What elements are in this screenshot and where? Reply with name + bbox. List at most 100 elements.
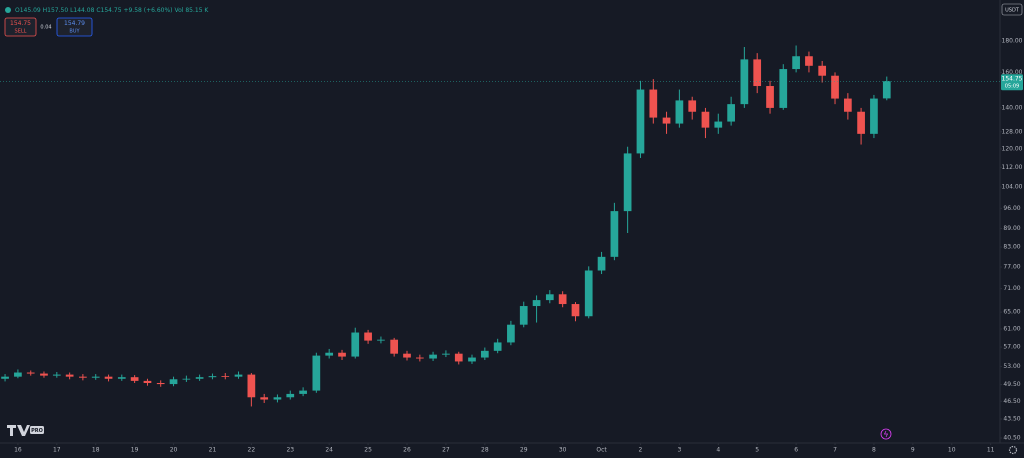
- candle-body: [597, 256, 606, 271]
- candle-body: [766, 86, 774, 108]
- candle-body: [79, 376, 87, 378]
- y-tick-label: 120.00: [1002, 145, 1023, 152]
- x-tick-label: 21: [209, 447, 217, 454]
- candle-body: [480, 350, 489, 358]
- y-tick-label: 65.00: [1003, 309, 1020, 316]
- candle-body: [493, 342, 502, 351]
- x-tick-label: 27: [442, 447, 450, 454]
- candle-body: [299, 390, 307, 394]
- candle-body: [260, 397, 269, 400]
- y-tick-label: 53.00: [1003, 363, 1020, 370]
- candle-body: [818, 65, 827, 76]
- x-tick-label: 26: [403, 447, 411, 454]
- candle-body: [325, 352, 334, 356]
- candles: [1, 45, 891, 407]
- candle-body: [701, 111, 710, 128]
- logo-mark: [7, 425, 30, 436]
- candle-body: [221, 376, 230, 377]
- y-tick-label: 49.50: [1003, 381, 1020, 388]
- candle-body: [1, 376, 9, 379]
- volume-value: Vol 85.15 K: [174, 7, 209, 14]
- y-tick-label: 61.00: [1003, 326, 1020, 333]
- candle-body: [584, 270, 593, 317]
- candle-body: [468, 357, 476, 362]
- candle-body: [104, 376, 113, 379]
- x-tick-label: 7: [833, 447, 837, 454]
- x-tick-label: 22: [248, 447, 256, 454]
- high-value: H157.50: [43, 7, 69, 14]
- candle-body: [753, 59, 762, 87]
- candle-body: [454, 353, 463, 362]
- y-tick-label: 96.00: [1003, 205, 1020, 212]
- candle-body: [195, 377, 204, 379]
- ohlc-legend: O145.09 H157.50 L144.08 C154.75 +9.58 (+…: [5, 7, 209, 14]
- x-tick-label: 8: [872, 447, 876, 454]
- buy-price[interactable]: 154.79: [64, 20, 85, 27]
- buy-button[interactable]: 154.79 BUY: [56, 17, 93, 37]
- candle-body: [91, 376, 100, 378]
- sell-price[interactable]: 154.75: [10, 20, 31, 27]
- candle-body: [364, 332, 372, 341]
- candle-body: [610, 211, 619, 257]
- x-tick-label: 18: [92, 447, 100, 454]
- candle-body: [130, 377, 139, 381]
- candle-body: [792, 56, 800, 70]
- x-tick-label: 10: [948, 447, 956, 454]
- candle-body: [507, 324, 515, 343]
- candle-body: [377, 339, 385, 341]
- currency-label[interactable]: USDT: [1005, 7, 1020, 13]
- y-tick-label: 112.00: [1002, 164, 1023, 171]
- low-value: L144.08: [70, 7, 95, 14]
- y-tick-label: 40.50: [1003, 435, 1020, 442]
- y-tick-label: 180.00: [1002, 38, 1023, 45]
- candle-body: [623, 153, 632, 212]
- y-tick-label: 77.00: [1003, 264, 1020, 271]
- candle-body: [727, 104, 735, 122]
- spread: 0.04: [40, 25, 51, 31]
- candle-body: [14, 372, 22, 377]
- currency-box[interactable]: [1001, 3, 1023, 16]
- sell-box[interactable]: [4, 17, 37, 37]
- candle-body: [208, 376, 217, 378]
- candle-body: [882, 81, 891, 99]
- sell-label[interactable]: SELL: [15, 29, 27, 35]
- candle-body: [688, 100, 697, 112]
- x-tick-label: 9: [911, 447, 915, 454]
- buy-label[interactable]: BUY: [69, 29, 80, 35]
- y-tick-label: 57.00: [1003, 344, 1020, 351]
- y-tick-label: 104.00: [1002, 184, 1023, 191]
- currency-button[interactable]: USDT: [1001, 3, 1023, 16]
- candle-body: [52, 374, 61, 376]
- sell-button[interactable]: 154.75 SELL: [4, 17, 37, 37]
- x-tick-label: 11: [987, 447, 995, 454]
- candle-body: [117, 377, 126, 379]
- close-value: C154.75: [96, 7, 121, 14]
- settings-icon[interactable]: [1008, 445, 1018, 455]
- ohlc-values: O145.09 H157.50 L144.08 C154.75 +9.58 (+…: [15, 7, 209, 14]
- alert-icon-glyph: [883, 430, 889, 438]
- candle-body: [169, 379, 178, 385]
- candle-body: [247, 374, 256, 398]
- y-tick-label: 83.00: [1003, 244, 1020, 251]
- candle-body: [26, 372, 35, 374]
- open-value: O145.09: [15, 7, 41, 14]
- alert-icon[interactable]: [880, 428, 892, 440]
- x-tick-label: 4: [716, 447, 720, 454]
- x-tick-label: 3: [677, 447, 681, 454]
- logo: PRO: [7, 425, 44, 436]
- y-tick-label: 43.50: [1003, 416, 1020, 423]
- candle-body: [675, 100, 684, 124]
- candle-body: [442, 353, 450, 355]
- x-tick-label: 28: [481, 447, 489, 454]
- x-tick-label: 2: [639, 447, 643, 454]
- last-price-tag: [1001, 74, 1023, 91]
- candle-body: [831, 75, 839, 99]
- candle-body: [143, 380, 152, 384]
- x-tick-label: 25: [364, 447, 372, 454]
- candle-body: [532, 300, 541, 307]
- candle-body: [805, 56, 813, 66]
- bar-countdown: 05:09: [1005, 83, 1019, 89]
- candle-body: [714, 121, 723, 128]
- buy-box[interactable]: [56, 17, 93, 37]
